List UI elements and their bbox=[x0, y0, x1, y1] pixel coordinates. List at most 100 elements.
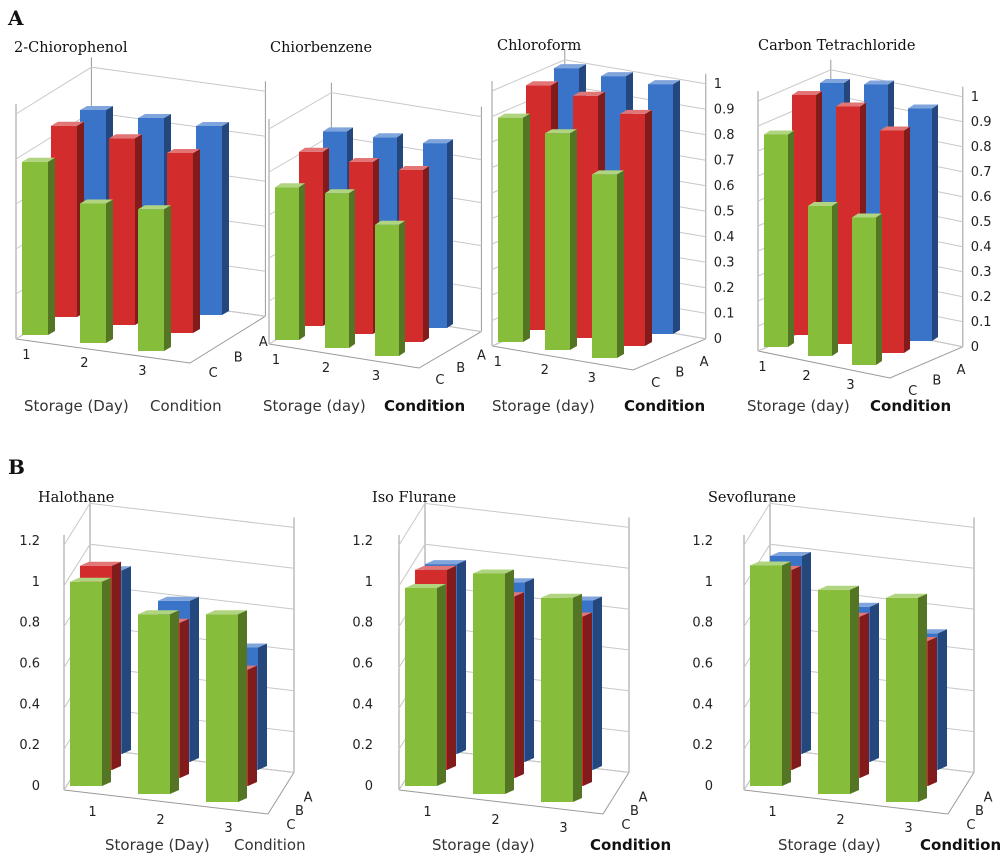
bar-C-day1 bbox=[750, 561, 791, 786]
y-tick-label: 1.2 bbox=[692, 534, 713, 549]
bar-top bbox=[373, 133, 403, 138]
condition-axis-label: Condition bbox=[590, 836, 671, 854]
bar-top bbox=[405, 584, 446, 588]
bar-top bbox=[836, 102, 866, 107]
bar-top bbox=[473, 569, 514, 574]
bar-front bbox=[545, 133, 570, 350]
bar-front bbox=[167, 153, 193, 333]
condition-tick-label: B bbox=[675, 365, 684, 380]
condition-tick-label: C bbox=[209, 366, 218, 381]
bar-C-day3 bbox=[138, 205, 171, 351]
bar-top bbox=[880, 126, 910, 131]
y-tick-label: 1.2 bbox=[19, 534, 40, 549]
y-tick-label: 0.8 bbox=[714, 128, 735, 143]
bar-front bbox=[138, 209, 164, 351]
bar-side bbox=[102, 577, 111, 786]
y-tick-label: 0.8 bbox=[971, 140, 992, 155]
chart-title: Carbon Tetrachloride bbox=[758, 38, 915, 54]
bar-side bbox=[573, 593, 582, 802]
floor-edge bbox=[268, 331, 482, 369]
bar-C-day1 bbox=[22, 157, 55, 335]
chart-a-1: 1 2 3 C B A 2-Chiorophenol Storage (Day) Conditi… bbox=[14, 40, 268, 415]
bar-top bbox=[764, 130, 794, 135]
bar-front bbox=[196, 126, 222, 315]
y-tick-label: 1 bbox=[714, 77, 722, 92]
bar-front bbox=[375, 224, 399, 356]
y-tick-label: 0.8 bbox=[692, 616, 713, 631]
y-tick-label: 0.9 bbox=[971, 115, 992, 130]
bar-C-day3 bbox=[206, 610, 247, 802]
storage-tick-label: 2 bbox=[322, 361, 330, 376]
bar-side bbox=[112, 561, 121, 770]
bar-C-day2 bbox=[808, 202, 838, 356]
y-tick-label: 0.3 bbox=[714, 255, 735, 270]
bar-top bbox=[299, 147, 329, 152]
bar-front bbox=[764, 134, 788, 347]
bar-front bbox=[206, 614, 238, 802]
bar-C-day1 bbox=[764, 130, 794, 347]
bar-top bbox=[325, 189, 355, 194]
bar-side bbox=[258, 643, 267, 770]
storage-tick-label: 2 bbox=[80, 356, 88, 371]
bar-top bbox=[592, 170, 624, 175]
condition-tick-label: C bbox=[621, 818, 630, 833]
condition-tick-label: A bbox=[957, 363, 966, 378]
x-axis-label: Storage (day) bbox=[747, 397, 850, 415]
bar-front bbox=[473, 573, 505, 794]
bar-side bbox=[170, 610, 179, 794]
condition-tick-label: B bbox=[630, 804, 639, 819]
bar-side bbox=[617, 170, 624, 358]
bar-B-day3 bbox=[620, 109, 652, 347]
condition-tick-label: A bbox=[984, 790, 993, 805]
grid-line bbox=[491, 59, 706, 92]
bar-C-day1 bbox=[70, 577, 111, 786]
bar-top bbox=[601, 72, 633, 77]
y-tick-label: 0.9 bbox=[714, 102, 735, 117]
bar-side bbox=[938, 629, 947, 770]
condition-tick-label: B bbox=[975, 804, 984, 819]
bar-side bbox=[645, 109, 652, 347]
chart-title: Iso Flurane bbox=[372, 490, 456, 506]
bar-front bbox=[138, 614, 170, 794]
storage-tick-label: 2 bbox=[541, 363, 549, 378]
bar-side bbox=[876, 213, 882, 365]
bar-front bbox=[275, 187, 299, 340]
bar-side bbox=[928, 637, 937, 786]
y-tick-label: 0.6 bbox=[352, 657, 373, 672]
grid-line bbox=[398, 543, 630, 587]
bar-side bbox=[457, 560, 466, 754]
chart-a-2: 1 2 3 CBA Chiorbenzene Storage (day) Condition bbox=[263, 40, 486, 415]
bar-front bbox=[592, 174, 617, 358]
bar-top bbox=[158, 596, 199, 601]
bar-top bbox=[554, 64, 586, 69]
condition-tick-label: A bbox=[639, 790, 648, 805]
y-tick-label: 1.2 bbox=[352, 534, 373, 549]
storage-tick-label: 3 bbox=[588, 371, 596, 386]
bar-side bbox=[673, 80, 680, 334]
bar-front bbox=[620, 113, 645, 347]
bar-top bbox=[526, 81, 558, 86]
bar-front bbox=[51, 125, 77, 317]
bar-top bbox=[51, 121, 84, 126]
bar-side bbox=[850, 585, 859, 794]
chart-title: Chiorbenzene bbox=[270, 40, 372, 56]
bar-C-day2 bbox=[818, 585, 859, 794]
bar-front bbox=[808, 206, 832, 356]
bar-side bbox=[832, 202, 838, 356]
bar-C-day1 bbox=[275, 183, 305, 340]
floor-edge bbox=[63, 772, 295, 815]
condition-tick-label: C bbox=[908, 384, 917, 399]
bar-top bbox=[808, 202, 838, 206]
bar-side bbox=[904, 126, 910, 353]
grid-line bbox=[398, 502, 630, 546]
bar-C-day3 bbox=[592, 170, 624, 358]
condition-tick-label: A bbox=[259, 335, 268, 350]
bar-side bbox=[802, 552, 811, 754]
y-tick-label: 0.6 bbox=[692, 657, 713, 672]
bar-front bbox=[886, 597, 918, 802]
floor-edge bbox=[15, 315, 266, 364]
bar-top bbox=[206, 610, 247, 615]
bar-top bbox=[138, 114, 171, 118]
bar-side bbox=[190, 596, 199, 762]
